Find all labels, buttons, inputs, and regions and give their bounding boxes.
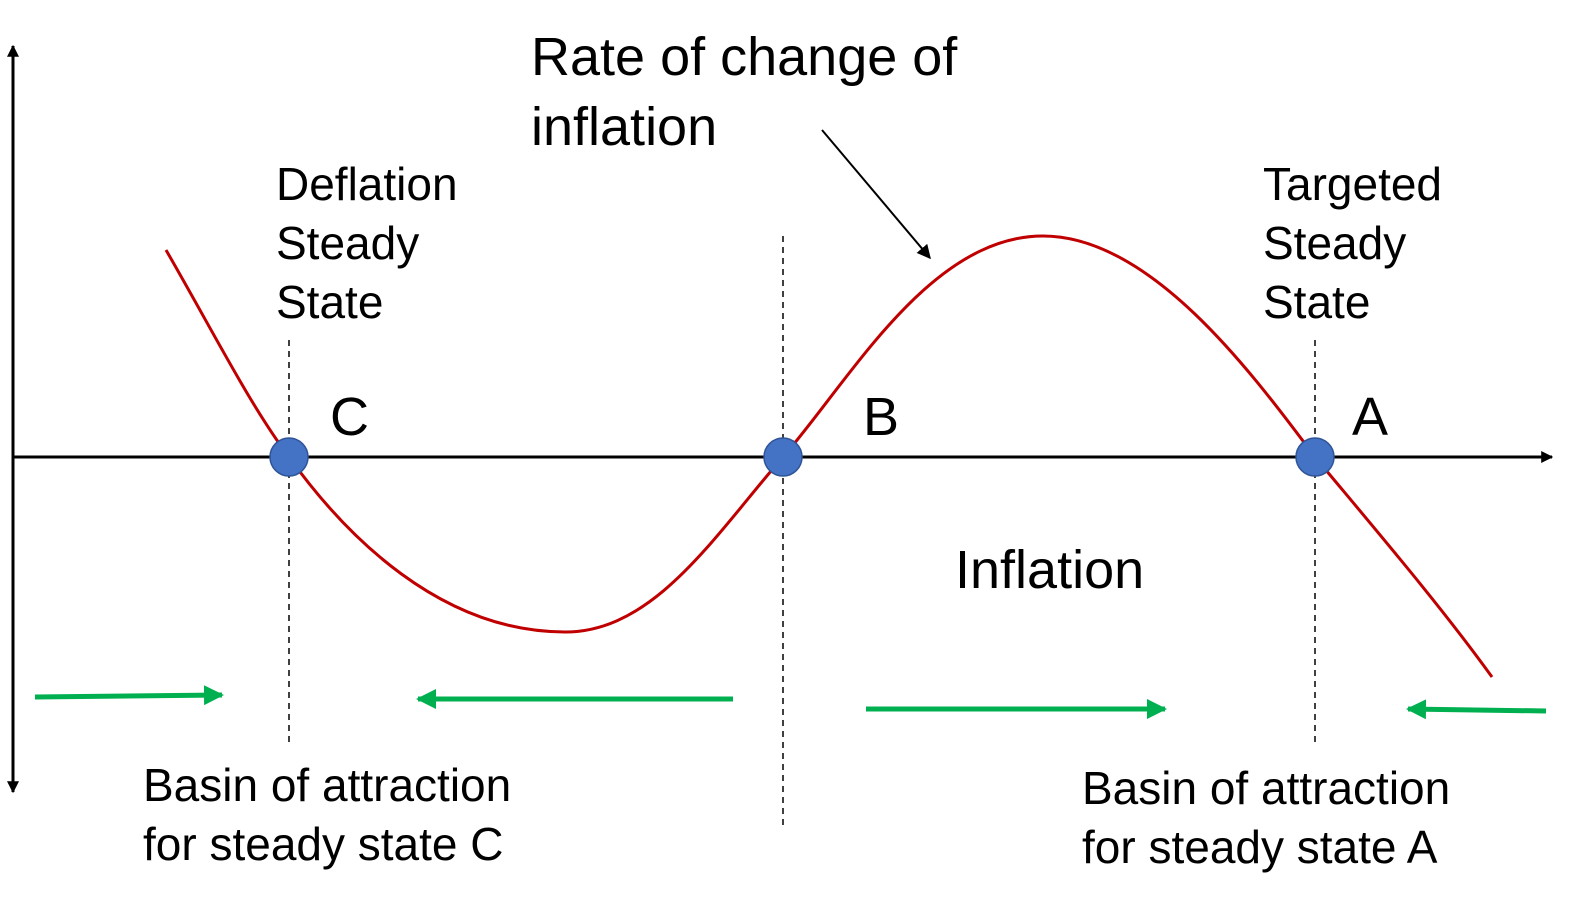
basin-c-label-line2: for steady state C <box>143 818 504 870</box>
title-pointer-arrow <box>821 129 931 260</box>
targeted-label-line3: State <box>1263 276 1371 328</box>
targeted-label-line2: Steady <box>1263 217 1407 269</box>
flow-arrow-right-1 <box>34 685 224 706</box>
point-label-b: B <box>863 387 900 447</box>
steady-state-point-c <box>269 437 309 477</box>
point-label-c: C <box>330 387 369 447</box>
x-axis-label: Inflation <box>955 540 1145 600</box>
deflation-label-line2: Steady <box>276 217 420 269</box>
diagram-title-line1: Rate of change of <box>531 27 958 87</box>
basin-a-label-line2: for steady state A <box>1082 821 1438 873</box>
flow-arrow-left-2 <box>1406 699 1547 720</box>
deflation-label-line1: Deflation <box>276 158 458 210</box>
point-label-a: A <box>1352 387 1389 447</box>
steady-state-point-b <box>763 437 803 477</box>
steady-state-point-a <box>1295 437 1335 477</box>
basin-a-label-line1: Basin of attraction <box>1082 762 1451 814</box>
deflation-label-line3: State <box>276 276 384 328</box>
diagram-title-line2: inflation <box>531 97 718 157</box>
targeted-label-line1: Targeted <box>1263 158 1443 210</box>
basin-c-label-line1: Basin of attraction <box>143 759 512 811</box>
